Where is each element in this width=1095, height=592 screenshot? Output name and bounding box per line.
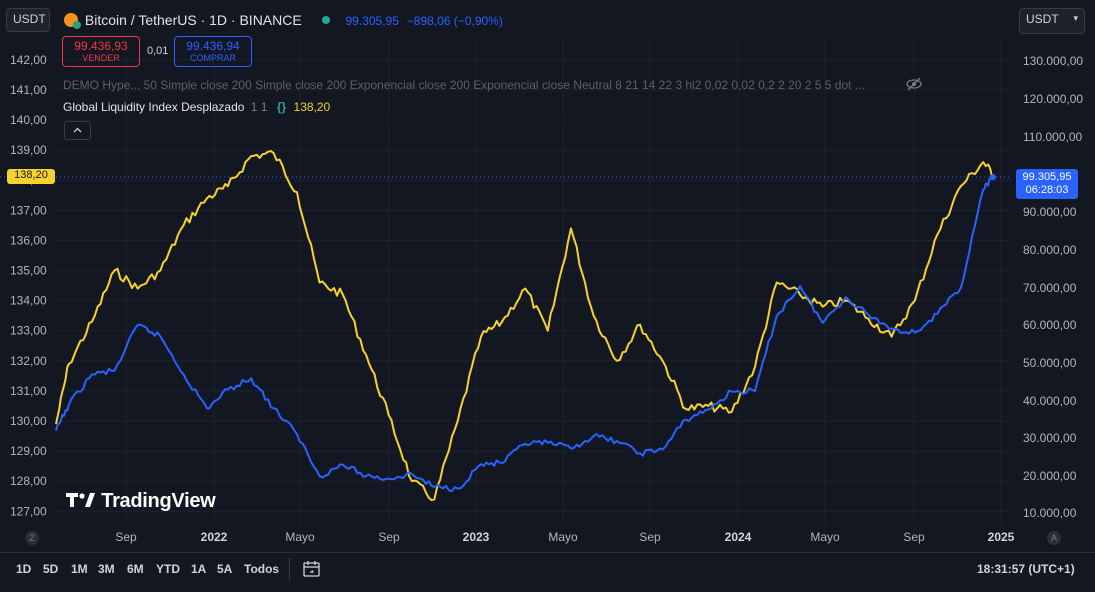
left-currency-label: USDT [13, 12, 46, 26]
btc-series-line[interactable] [55, 176, 994, 492]
bar-countdown: 06:28:03 [1025, 184, 1069, 196]
right-price-value: 99.305,95 [1022, 171, 1072, 183]
left-tick-label: 139,00 [10, 143, 47, 157]
x-tick-label: Sep [639, 530, 661, 544]
right-tick-label: 50.000,00 [1023, 356, 1077, 370]
right-tick-label: 60.000,00 [1023, 318, 1077, 332]
x-tick-label: 2025 [988, 530, 1015, 544]
left-tick-label: 132,00 [10, 354, 47, 368]
range-3m[interactable]: 3M [98, 562, 115, 576]
right-tick-label: 40.000,00 [1023, 394, 1077, 408]
x-axis-ticks: Sep 2022 Mayo Sep 2023 Mayo Sep 2024 Mayo Sep 2025 [115, 530, 1014, 544]
x-tick-label: Sep [115, 530, 137, 544]
gli-name: Global Liquidity Index Desplazado [63, 100, 245, 114]
right-tick-label: 80.000,00 [1023, 243, 1077, 257]
right-currency-label: USDT [1026, 12, 1059, 26]
range-5a[interactable]: 5A [217, 562, 233, 576]
left-tick-label: 130,00 [10, 414, 47, 428]
bitcoin-icon [64, 13, 81, 29]
left-tick-label: 134,00 [10, 294, 47, 308]
gli-value: 138,20 [293, 100, 331, 114]
spread-value: 0,01 [147, 45, 169, 57]
chevron-up-icon [73, 127, 82, 133]
left-current-value-label: 138,20 [7, 169, 55, 184]
range-1a[interactable]: 1A [191, 562, 207, 576]
x-tick-label: 2024 [725, 530, 752, 544]
range-1d[interactable]: 1D [16, 562, 32, 576]
market-open-icon [321, 16, 330, 24]
tradingview-logo-icon [66, 493, 95, 507]
left-tick-label: 129,00 [10, 444, 47, 458]
right-tick-label: 90.000,00 [1023, 205, 1077, 219]
price-change: −898,06 (−0,90%) [406, 14, 503, 28]
right-axis-ticks: 130.000,00 120.000,00 110.000,00 90.000,00 8… [1023, 54, 1083, 520]
right-tick-label: 130.000,00 [1023, 54, 1083, 68]
symbol-header[interactable]: Bitcoin / TetherUS · 1D · BINANCE 99.305… [64, 12, 503, 29]
chevron-down-icon: ▾ [1073, 13, 1078, 23]
bottom-divider [0, 552, 1095, 553]
range-all[interactable]: Todos [244, 562, 280, 576]
last-price: 99.305,95 [345, 14, 399, 28]
collapse-legend-button[interactable] [64, 121, 91, 140]
x-tick-label: Sep [903, 530, 925, 544]
demo-indicator-legend[interactable]: DEMO Hype... 50 Simple close 200 Simple … [63, 78, 865, 92]
x-tick-label: Mayo [285, 530, 315, 544]
zoom-left-button[interactable]: Z [25, 531, 39, 545]
right-tick-label: 110.000,00 [1023, 130, 1082, 144]
range-ytd[interactable]: YTD [156, 562, 180, 576]
left-axis-ticks: 142,00141,00140,00139,00138,00137,00136,… [10, 53, 47, 518]
right-tick-label: 120.000,00 [1023, 92, 1083, 106]
left-tick-label: 136,00 [10, 233, 47, 247]
gli-params: 1 1 [250, 100, 268, 114]
auto-scale-button[interactable]: A [1047, 531, 1061, 545]
left-tick-label: 131,00 [10, 384, 47, 398]
series-layer [55, 150, 996, 502]
range-5d[interactable]: 5D [43, 562, 59, 576]
hide-indicators-icon[interactable] [906, 77, 922, 91]
left-tick-label: 142,00 [10, 53, 47, 67]
left-currency-button[interactable]: USDT [6, 8, 50, 32]
left-tick-label: 127,00 [10, 504, 47, 518]
symbol-title: Bitcoin / TetherUS · 1D · BINANCE [84, 12, 302, 28]
buy-button[interactable]: 99.436,94 COMPRAR [174, 36, 252, 67]
sell-label: VENDER [82, 53, 120, 63]
date-range-icon[interactable] [302, 559, 322, 579]
right-tick-label: 10.000,00 [1023, 506, 1077, 520]
toolbar-divider [289, 558, 290, 580]
left-tick-label: 140,00 [10, 113, 47, 127]
left-tick-label: 133,00 [10, 324, 47, 338]
left-tick-label: 135,00 [10, 264, 47, 278]
x-tick-label: Mayo [548, 530, 578, 544]
gli-series-line[interactable] [55, 150, 994, 502]
code-brackets-icon: {} [276, 100, 287, 114]
range-1m[interactable]: 1M [71, 562, 88, 576]
buy-price: 99.436,94 [186, 39, 240, 53]
sell-button[interactable]: 99.436,93 VENDER [62, 36, 140, 67]
gli-indicator-legend[interactable]: Global Liquidity Index Desplazado 1 1 {}… [63, 100, 330, 114]
left-tick-label: 141,00 [10, 83, 47, 97]
timezone-clock[interactable]: 18:31:57 (UTC+1) [977, 562, 1075, 576]
x-tick-label: 2023 [463, 530, 490, 544]
buy-label: COMPRAR [189, 53, 236, 63]
right-tick-label: 70.000,00 [1023, 281, 1077, 295]
tradingview-logo: TradingView [66, 490, 216, 513]
btc-last-point [990, 174, 996, 181]
right-currency-dropdown[interactable]: USDT ▾ [1019, 8, 1085, 34]
right-tick-label: 20.000,00 [1023, 469, 1077, 483]
chart-grid [55, 40, 1012, 525]
right-current-price-label: 99.305,95 06:28:03 [1016, 169, 1078, 199]
x-tick-label: Mayo [810, 530, 840, 544]
x-tick-label: Sep [378, 530, 400, 544]
x-tick-label: 2022 [201, 530, 228, 544]
sell-price: 99.436,93 [74, 39, 128, 53]
range-6m[interactable]: 6M [127, 562, 144, 576]
left-tick-label: 137,00 [10, 203, 47, 217]
tradingview-logo-text: TradingView [101, 490, 216, 512]
left-tick-label: 128,00 [10, 474, 47, 488]
right-tick-label: 30.000,00 [1023, 431, 1077, 445]
